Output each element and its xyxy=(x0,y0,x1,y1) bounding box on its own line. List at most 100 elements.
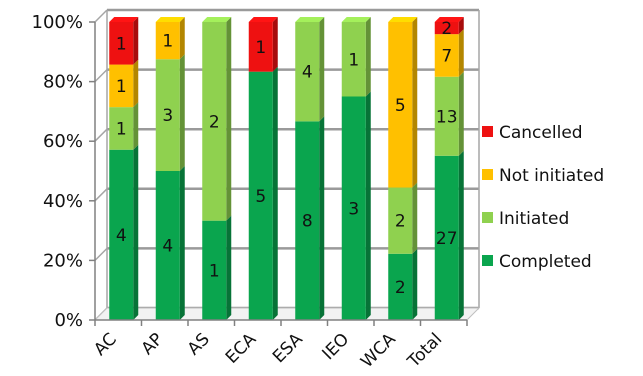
y-tick-label: 80% xyxy=(43,72,83,93)
data-label: 5 xyxy=(395,96,406,116)
bar-segment xyxy=(155,59,180,171)
bar-segment xyxy=(434,155,459,320)
bar-segment-side xyxy=(272,17,278,72)
x-tick-label: AC xyxy=(90,329,121,360)
data-label: 1 xyxy=(348,50,359,70)
bar-segment-side xyxy=(179,54,185,171)
data-label: 4 xyxy=(162,237,173,257)
bar-segment-side xyxy=(458,17,464,35)
bar-segment xyxy=(388,253,413,320)
bar-segment-top xyxy=(388,17,418,22)
bar-segment-side xyxy=(226,17,232,221)
x-tick-label: WCA xyxy=(357,329,400,372)
data-label: 4 xyxy=(116,226,127,246)
bar-segment-side xyxy=(412,182,418,254)
data-label: 7 xyxy=(441,46,452,66)
bar-segment-side xyxy=(179,17,185,60)
legend-swatch xyxy=(482,126,493,137)
bar-segment-top xyxy=(109,17,139,22)
bar-segment xyxy=(248,71,273,321)
data-label: 2 xyxy=(209,112,220,132)
bar-segment xyxy=(295,121,320,320)
data-label: 3 xyxy=(162,106,173,126)
gridline-diagonal xyxy=(94,128,108,142)
data-label: 2 xyxy=(395,278,406,298)
axis-layer xyxy=(89,21,468,326)
bar-segment-top xyxy=(248,17,278,22)
bar-segment-side xyxy=(458,150,464,320)
bar-segment-side xyxy=(319,116,325,320)
bar-segment-side xyxy=(179,166,185,320)
y-tick-label: 0% xyxy=(54,310,83,331)
bar-segment xyxy=(434,76,459,156)
bar-segment xyxy=(155,22,180,60)
bar-segment xyxy=(434,34,459,77)
bar-segment-side xyxy=(133,144,139,320)
bar-segment xyxy=(109,22,134,65)
bar-segment-side xyxy=(133,59,139,108)
gridline-diagonal xyxy=(94,188,108,202)
x-tick-label: ESA xyxy=(269,329,307,367)
chart-floor xyxy=(93,307,481,321)
gridline-diagonal xyxy=(94,247,108,261)
x-tick-label: Total xyxy=(403,329,446,372)
bar-segment xyxy=(202,22,227,221)
legend-label: Not initiated xyxy=(499,166,604,186)
data-label: 5 xyxy=(255,187,266,207)
legend-swatch xyxy=(482,212,493,223)
bar-segment xyxy=(434,22,459,35)
bar-segment-side xyxy=(319,17,325,122)
y-tick-label: 40% xyxy=(43,191,83,212)
bar-segment xyxy=(109,149,134,320)
bar-segment xyxy=(248,22,273,72)
data-label: 1 xyxy=(116,34,127,54)
data-label: 1 xyxy=(162,32,173,52)
bar-segment xyxy=(155,171,180,320)
legend-swatch xyxy=(482,169,493,180)
bar-segment xyxy=(341,22,366,97)
x-tick-label: AP xyxy=(138,329,168,359)
bar-segment xyxy=(295,22,320,122)
bar-segment-side xyxy=(133,17,139,65)
bar-segment-side xyxy=(272,66,278,321)
data-label: 1 xyxy=(255,38,266,58)
bar-segment-side xyxy=(458,71,464,156)
bar-segment-side xyxy=(365,17,371,97)
bar-segment-top xyxy=(202,17,232,22)
bar-segment-top xyxy=(155,17,185,22)
legend-label: Completed xyxy=(499,252,592,272)
bar-segment-side xyxy=(412,248,418,320)
data-label: 2 xyxy=(395,212,406,232)
bar-segment-side xyxy=(412,17,418,188)
bar-segment xyxy=(388,187,413,254)
x-tick-label: ECA xyxy=(222,329,261,368)
data-label: 2 xyxy=(441,19,452,39)
data-label: 1 xyxy=(116,119,127,139)
data-label: 13 xyxy=(436,107,458,127)
bar-segment-top xyxy=(295,17,325,22)
x-tick-label: IEO xyxy=(319,329,354,364)
legend-label: Cancelled xyxy=(499,123,583,143)
grid-layer xyxy=(93,8,481,321)
gridline-diagonal xyxy=(94,9,108,23)
y-tick-label: 20% xyxy=(43,250,83,271)
gridline-diagonal xyxy=(94,69,108,83)
bar-segment-side xyxy=(365,91,371,320)
data-label: 27 xyxy=(436,229,458,249)
data-label: 3 xyxy=(348,199,359,219)
bar-segment xyxy=(341,96,366,320)
bar-segment xyxy=(388,22,413,188)
bar-segment-side xyxy=(226,215,232,320)
bar-segment-top xyxy=(434,17,464,22)
bar-segment xyxy=(109,107,134,150)
bar-segment xyxy=(202,220,227,320)
legend-label: Initiated xyxy=(499,209,569,229)
bar-layer xyxy=(109,17,464,321)
data-label: 1 xyxy=(116,77,127,97)
legend-swatch xyxy=(482,255,493,266)
x-tick-label: AS xyxy=(184,329,214,359)
y-tick-label: 60% xyxy=(43,131,83,152)
bar-segment-side xyxy=(458,29,464,77)
